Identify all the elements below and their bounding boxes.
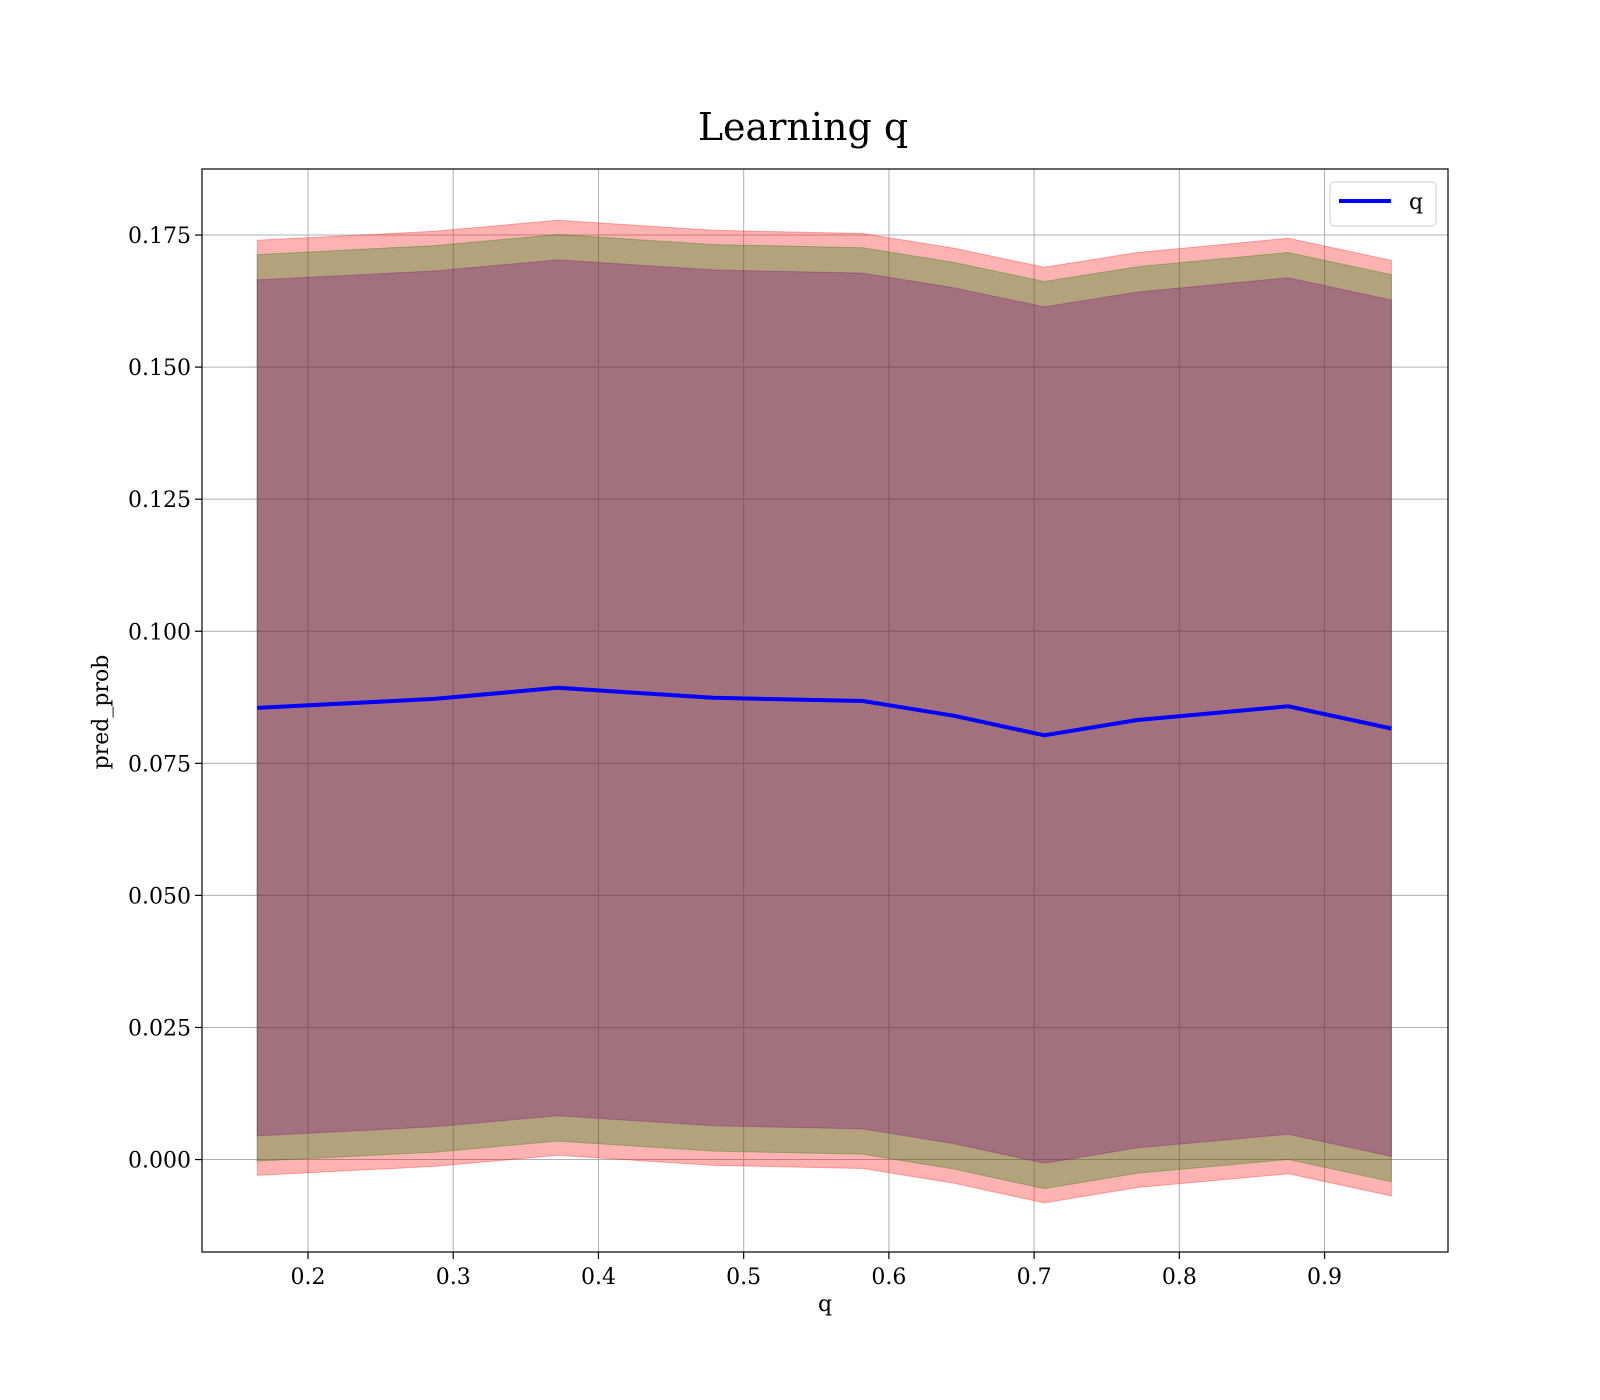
series-line-q xyxy=(257,685,1392,738)
x-tick-label: 0.7 xyxy=(1017,1265,1052,1290)
y-axis-ticks: 0.000 0.025 0.050 0.075 0.100 0.125 0.150 0.175 xyxy=(128,224,202,1174)
plot-frame xyxy=(201,168,1449,1253)
x-tick-label: 0.2 xyxy=(291,1265,326,1290)
legend-label: q xyxy=(1409,190,1423,215)
y-tick-label: 0.100 xyxy=(128,620,191,645)
x-tick-label: 0.6 xyxy=(871,1265,906,1290)
x-tick-label: 0.8 xyxy=(1162,1265,1197,1290)
x-tick-label: 0.5 xyxy=(726,1265,761,1290)
x-axis-ticks: 0.2 0.3 0.4 0.5 0.6 0.7 0.8 0.9 xyxy=(291,1252,1342,1290)
y-axis-label: pred_prob xyxy=(89,655,114,770)
x-axis-label: q xyxy=(818,1292,832,1317)
confidence-band xyxy=(256,259,1392,1164)
y-tick-label: 0.000 xyxy=(128,1149,191,1174)
x-tick-label: 0.9 xyxy=(1307,1265,1342,1290)
y-tick-label: 0.025 xyxy=(128,1016,191,1041)
confidence-band xyxy=(256,219,1392,1204)
y-tick-label: 0.125 xyxy=(128,488,191,513)
y-tick-label: 0.150 xyxy=(128,356,191,381)
y-gridlines xyxy=(202,234,1448,1161)
x-tick-label: 0.4 xyxy=(581,1265,616,1290)
chart-title: Learning q xyxy=(698,105,908,149)
confidence-band xyxy=(256,233,1392,1190)
y-tick-label: 0.050 xyxy=(128,884,191,909)
confidence-bands xyxy=(256,219,1392,1204)
y-tick-label: 0.075 xyxy=(128,752,191,777)
y-tick-label: 0.175 xyxy=(128,224,191,249)
x-gridlines xyxy=(307,169,1326,1252)
legend: q xyxy=(1329,181,1437,227)
legend-box xyxy=(1329,181,1437,227)
x-tick-label: 0.3 xyxy=(436,1265,471,1290)
series-lines xyxy=(257,685,1392,738)
